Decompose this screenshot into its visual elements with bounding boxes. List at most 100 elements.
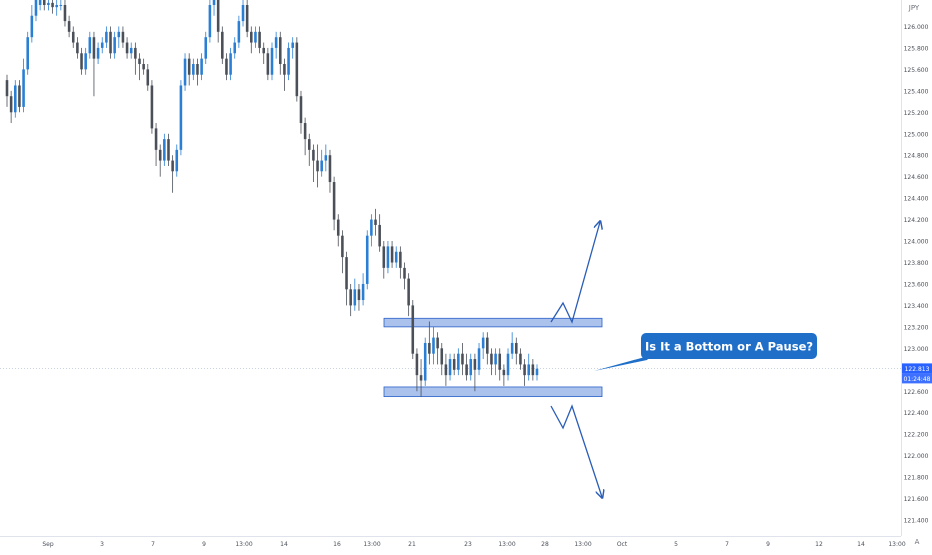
candle-body [212,0,216,6]
candle-body [461,353,464,365]
candle-body [266,53,270,75]
y-tick-label: 124.800 [904,153,929,160]
candle-body [490,353,493,365]
candle-body [515,342,518,354]
y-tick-label: 125.800 [904,45,929,52]
candle-body [150,85,154,129]
y-tick-label: 122.200 [904,432,929,439]
x-tick-label: 7 [151,541,155,548]
candle-body [349,289,352,306]
breakdown-down-arrow[interactable] [550,404,602,497]
candle-body [47,2,50,5]
candle-body [283,64,286,75]
candle-body [221,31,224,59]
breakout-up-arrow[interactable] [550,222,600,324]
candle-body [457,353,460,370]
axis-mode-label[interactable]: A [915,538,920,546]
y-tick-label: 123.000 [904,346,929,353]
y-tick-label: 125.400 [904,88,929,95]
candle-body [436,337,439,349]
candle-body [113,37,116,54]
candle-body [361,283,365,301]
candle-body [502,369,506,376]
support-zone[interactable] [383,386,603,398]
y-tick-label: 121.600 [904,496,929,503]
candle-body [200,58,203,75]
y-tick-label: 122.400 [904,410,929,417]
y-tick-label: 124.400 [904,196,929,203]
candle-body [465,364,468,376]
candle-body [469,359,473,376]
candle-body [26,37,29,70]
candle-body [428,342,431,354]
candle-body [34,0,38,16]
y-tick-label: 126.000 [904,24,929,31]
candle-body [287,47,290,75]
price-axis[interactable]: 126.000 125.800 125.600 125.400 125.200 125.0… [901,0,932,550]
x-tick-label: 13:00 [235,541,252,548]
candles-layer [5,0,539,397]
candle-body [473,359,477,370]
candle-body [332,182,336,220]
candle-body [523,364,526,376]
y-tick-label: 125.600 [904,67,929,74]
y-tick-label: 123.400 [904,303,929,310]
candle-body [295,42,299,97]
drawings-layer: Is It a Bottom or A Pause? [550,222,817,497]
x-tick-label: 7 [725,541,729,548]
candle-body [374,219,377,225]
candle-body [448,359,452,376]
candle-body [353,289,357,306]
price-axis-bg [901,0,932,550]
x-tick-label: 14 [280,541,288,548]
candle-body [204,37,208,59]
y-tick-label: 125.000 [904,131,929,138]
candle-body [163,139,166,161]
candle-body [117,31,121,38]
candle-body [67,21,71,32]
x-tick-label: 9 [202,541,206,548]
candle-body [125,42,129,54]
candle-body [324,155,328,161]
candle-body [76,42,79,54]
candle-body [171,160,174,172]
candle-body [254,31,257,43]
y-tick-label: 123.200 [904,324,929,331]
candle-body [519,353,522,365]
candle-body [328,155,332,183]
candle-body [5,80,9,97]
candle-body [291,42,294,48]
candle-body [316,160,319,172]
candle-body [183,58,187,86]
y-tick-label: 124.000 [904,239,929,246]
candle-body [30,15,34,38]
candle-body [229,53,232,75]
candle-body [312,149,315,161]
candle-body [237,21,241,43]
candle-body [241,5,245,22]
resistance-zone[interactable] [383,317,603,328]
last-price-value: 122.813 [905,366,930,373]
candle-body [96,47,100,59]
candle-body [432,337,435,354]
candle-body [386,246,390,268]
candle-body [390,246,394,263]
y-tick-label: 122.600 [904,389,929,396]
candle-body [216,0,220,32]
candle-body [146,69,150,86]
candle-body [494,353,497,365]
time-axis[interactable]: Sep 3 7 9 13:00 14 16 13:00 21 23 13:00 28 13:00 Oct 5… [0,536,906,549]
candle-body [42,0,46,6]
candle-body [382,246,386,268]
candle-body [320,160,323,172]
callout-box[interactable] [641,333,817,359]
candle-body [158,149,162,161]
callout-text: Is It a Bottom or A Pause? [645,340,813,354]
candle-body [187,58,191,75]
candle-body [105,31,108,43]
candle-body [167,139,170,161]
candle-body [22,69,25,107]
candle-body [55,5,58,8]
